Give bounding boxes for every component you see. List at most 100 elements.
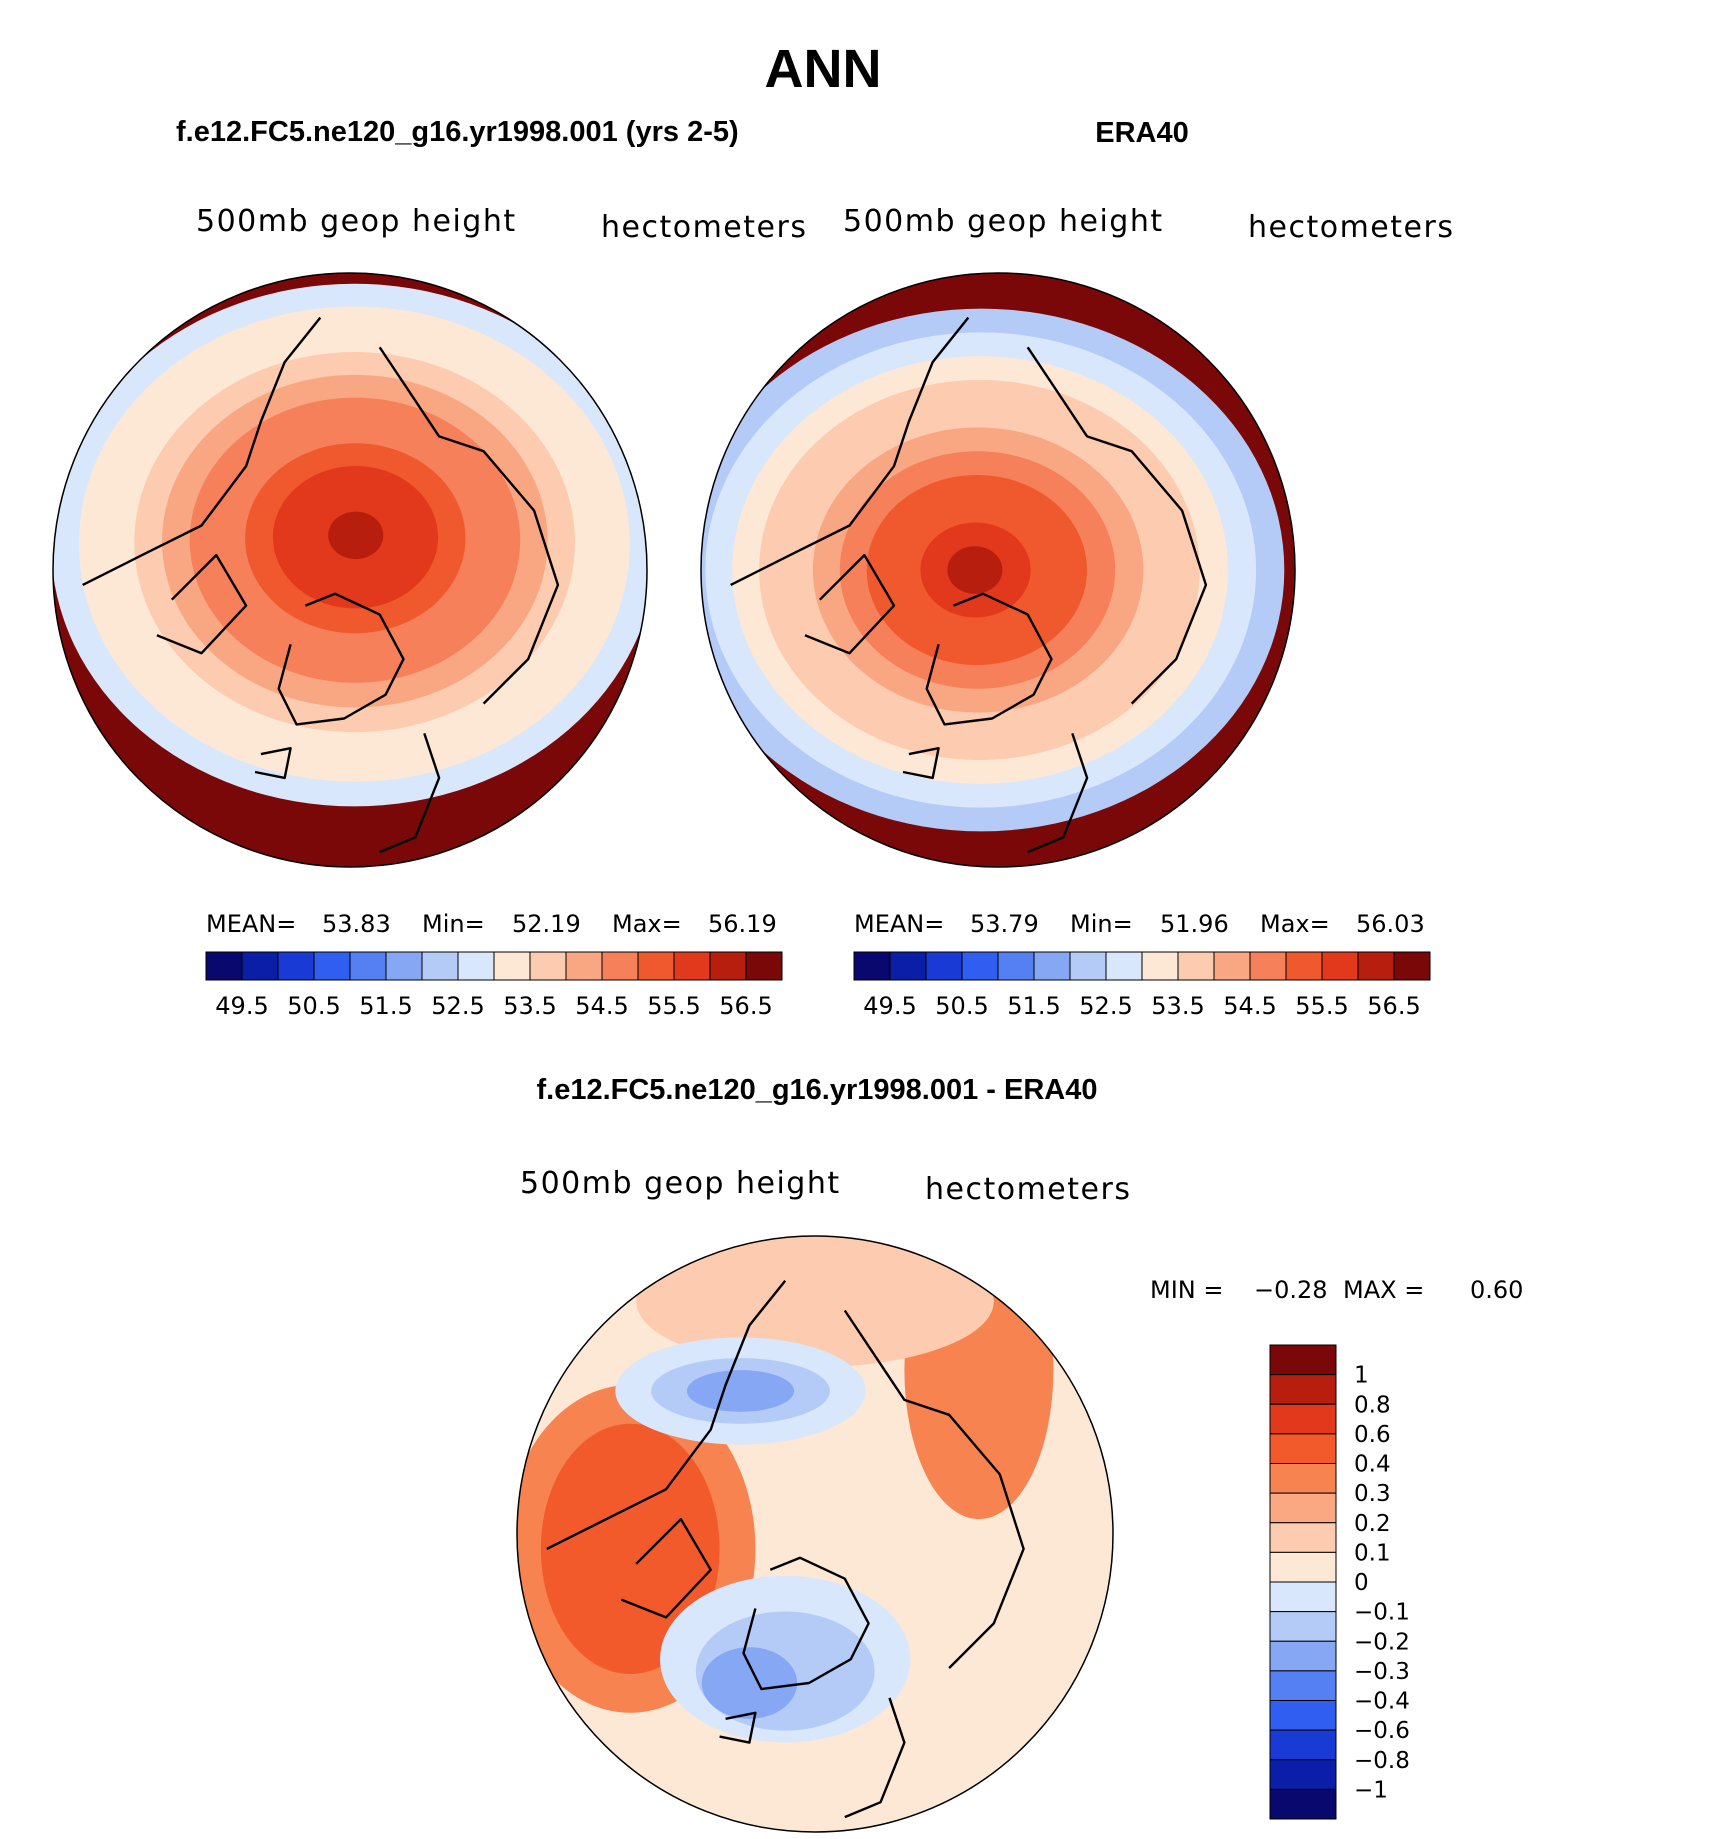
colorbar-box (1141, 951, 1179, 981)
colorbar-box (565, 951, 603, 981)
coastline-segment (902, 747, 940, 780)
colorbar-tick: 53.5 (503, 992, 556, 1020)
colorbar-box (853, 951, 891, 981)
colorbar-tick: 54.5 (1223, 992, 1276, 1020)
colorbar-box (1177, 951, 1215, 981)
panel-3-coastlines (546, 1279, 1025, 1819)
colorbar-box (1269, 1729, 1337, 1761)
panel-3-max-label: MAX = (1343, 1276, 1424, 1304)
colorbar-box (277, 951, 315, 981)
colorbar-box (745, 951, 783, 981)
colorbar-tick: 56.5 (1367, 992, 1420, 1020)
colorbar-box (1269, 1759, 1337, 1790)
panel-2-max-value: 56.03 (1356, 910, 1425, 938)
panel-1-title: f.e12.FC5.ne120_g16.yr1998.001 (yrs 2-5) (176, 116, 739, 148)
colorbar-tick: 0.1 (1354, 1540, 1391, 1566)
panel-3-map (517, 1236, 1113, 1832)
colorbar-box (1357, 951, 1395, 981)
colorbar-box (1069, 951, 1107, 981)
colorbar-box (1249, 951, 1287, 981)
colorbar-tick: −0.3 (1354, 1659, 1410, 1685)
colorbar-box (1269, 1611, 1337, 1642)
panel-1-colorbar (205, 951, 783, 981)
colorbar-box (1269, 1788, 1337, 1820)
colorbar-box (349, 951, 387, 981)
colorbar-tick: 0.6 (1354, 1422, 1391, 1448)
panel-3-map-border (516, 1235, 1114, 1833)
colorbar-box (1213, 951, 1251, 981)
panel-2-left-label: 500mb geop height (843, 204, 1164, 239)
colorbar-box (493, 951, 531, 981)
colorbar-box (1269, 1551, 1337, 1583)
colorbar-tick: 50.5 (935, 992, 988, 1020)
panel-3-colorbar (1269, 1344, 1337, 1820)
panel-3-min-label: MIN = (1150, 1276, 1223, 1304)
colorbar-tick: 0.4 (1354, 1452, 1391, 1478)
colorbar-tick: 53.5 (1151, 992, 1204, 1020)
colorbar-tick: 51.5 (359, 992, 412, 1020)
colorbar-box (601, 951, 639, 981)
panel-1-min-value: 52.19 (512, 910, 581, 938)
panel-2-mean-label: MEAN= (854, 910, 944, 938)
panel-1-map-border (52, 272, 648, 868)
colorbar-box (1269, 1463, 1337, 1494)
colorbar-box (1269, 1374, 1337, 1405)
coastline-segment (843, 1309, 1025, 1669)
colorbar-box (925, 951, 963, 981)
colorbar-box (1269, 1581, 1337, 1613)
colorbar-box (241, 951, 279, 981)
colorbar-tick: 56.5 (719, 992, 772, 1020)
field-band (540, 1423, 720, 1675)
colorbar-box (673, 951, 711, 981)
coastline-segment (730, 316, 970, 586)
colorbar-box (1269, 1522, 1337, 1553)
colorbar-tick: 52.5 (1079, 992, 1132, 1020)
coastline-segment (277, 592, 405, 726)
panel-2-min-value: 51.96 (1160, 910, 1229, 938)
colorbar-tick: 51.5 (1007, 992, 1060, 1020)
coastline-segment (156, 553, 248, 655)
panel-2-right-label: hectometers (1248, 210, 1454, 245)
figure-title: ANN (765, 39, 882, 99)
colorbar-tick: 49.5 (215, 992, 268, 1020)
coastline-segment (620, 1517, 712, 1619)
colorbar-tick: −0.1 (1354, 1600, 1410, 1626)
colorbar-box (889, 951, 927, 981)
colorbar-tick: −0.8 (1354, 1748, 1410, 1774)
colorbar-box (385, 951, 423, 981)
colorbar-box (421, 951, 459, 981)
coastline-segment (254, 747, 292, 780)
colorbar-tick: 52.5 (431, 992, 484, 1020)
colorbar-tick: 0.3 (1354, 1481, 1391, 1507)
panel-1-right-label: hectometers (601, 210, 807, 245)
panel-2-map (701, 273, 1295, 867)
colorbar-box (1269, 1700, 1337, 1731)
colorbar-tick: 49.5 (863, 992, 916, 1020)
colorbar-box (1285, 951, 1323, 981)
panel-1-max-value: 56.19 (708, 910, 777, 938)
panel-2-mean-value: 53.79 (970, 910, 1039, 938)
colorbar-tick: −0.4 (1354, 1689, 1410, 1715)
panel-3-colorbar-ticks: 1 0.8 0.6 0.4 0.3 0.2 0.1 0 −0.1 −0.2 −0… (1354, 1363, 1410, 1804)
coastline-segment (82, 316, 322, 586)
panel-1-max-label: Max= (612, 910, 682, 938)
panel-1-mean-label: MEAN= (206, 910, 296, 938)
colorbar-box (205, 951, 243, 981)
panel-2-min-label: Min= (1070, 910, 1133, 938)
panel-1-mean-value: 53.83 (322, 910, 391, 938)
colorbar-box (637, 951, 675, 981)
colorbar-box (1269, 1433, 1337, 1464)
colorbar-box (1269, 1640, 1337, 1672)
coastline-segment (925, 592, 1053, 726)
coastline-segment (742, 1556, 870, 1691)
panel-3-right-label: hectometers (925, 1172, 1131, 1207)
colorbar-box (1269, 1670, 1337, 1701)
colorbar-box (1321, 951, 1359, 981)
coastline-segment (546, 1279, 787, 1550)
colorbar-box (1033, 951, 1071, 981)
panel-1-coastlines (82, 316, 560, 854)
coastline-segment (844, 1697, 906, 1819)
field-band (636, 1236, 994, 1368)
coastline-segment (378, 346, 560, 705)
panel-2-max-label: Max= (1260, 910, 1330, 938)
